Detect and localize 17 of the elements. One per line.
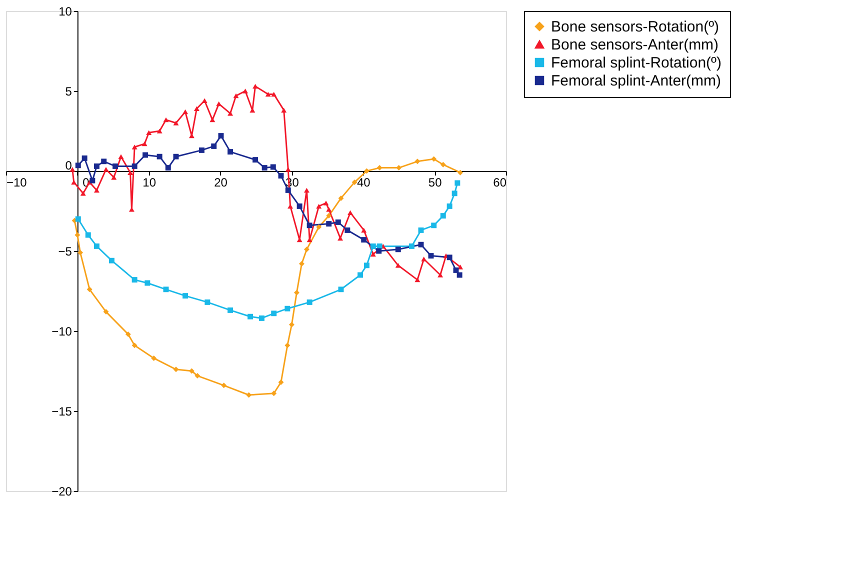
- legend-label: Femoral splint-Rotation(º): [551, 54, 722, 72]
- y-tick-label: −10: [52, 324, 72, 338]
- x-tick-label: 50: [428, 176, 442, 190]
- y-tick-label: −15: [52, 404, 72, 418]
- x-tick-label: 20: [214, 176, 228, 190]
- legend-label: Femoral splint-Anter(mm): [551, 72, 722, 90]
- x-tick-label: 60: [493, 176, 507, 190]
- x-tick-label: −10: [6, 176, 28, 190]
- y-tick-label: −20: [52, 484, 72, 498]
- x-tick-label: 10: [142, 176, 156, 190]
- y-tick-label: −5: [58, 244, 72, 258]
- y-tick-label: 0: [65, 158, 72, 172]
- y-tick-label: 10: [58, 4, 72, 18]
- y-tick-label: 5: [65, 84, 72, 98]
- legend-label: Bone sensors-Anter(mm): [551, 36, 719, 54]
- x-tick-label: 40: [356, 176, 371, 190]
- legend-label: Bone sensors-Rotation(º): [551, 18, 720, 36]
